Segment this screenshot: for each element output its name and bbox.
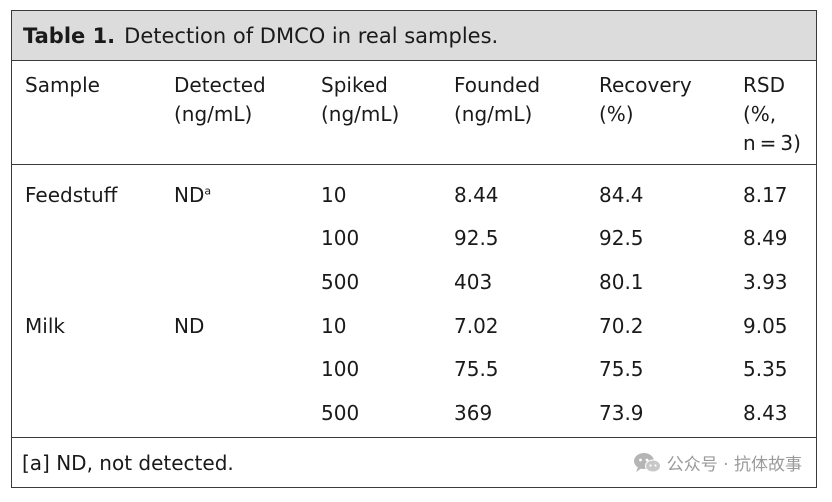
cell-rsd: 5.35 [743,357,788,381]
column-header-sample: Sample [25,73,100,97]
header-divider [12,164,816,165]
cell-rsd: 8.17 [743,183,788,207]
column-header-founded: Founded (ng/mL) [454,73,541,126]
cell-spiked: 500 [321,401,360,425]
column-header-detected: Detected (ng/mL) [174,73,266,126]
footer-divider [12,437,816,438]
cell-founded: 403 [454,270,493,294]
cell-rsd: 9.05 [743,314,788,338]
cell-founded: 369 [454,401,493,425]
column-header-recovery: Recovery (%) [599,73,692,126]
wechat-icon [633,452,661,474]
table-caption-label: Table 1. [23,23,116,48]
footnote-marker: a [204,184,212,198]
cell-rsd: 8.43 [743,401,788,425]
table-footnote: [a] ND, not detected. [22,451,234,475]
cell-founded: 7.02 [454,314,499,338]
cell-sample: Milk [25,314,65,338]
cell-detected: NDa [174,183,212,207]
cell-spiked: 100 [321,226,360,250]
cell-spiked: 10 [321,183,347,207]
cell-founded: 8.44 [454,183,499,207]
cell-spiked: 500 [321,270,360,294]
column-header-spiked: Spiked (ng/mL) [321,73,400,126]
watermark: 公众号 · 抗体故事 [633,450,802,475]
table-caption-text: Detection of DMCO in real samples. [124,23,499,48]
watermark-text: 公众号 · 抗体故事 [666,455,802,475]
cell-recovery: 70.2 [599,314,644,338]
cell-recovery: 84.4 [599,183,644,207]
cell-detected: ND [174,314,205,338]
column-header-rsd: RSD (%, n = 3) [743,73,801,155]
cell-recovery: 92.5 [599,226,644,250]
table-caption: Table 1. Detection of DMCO in real sampl… [12,11,816,61]
cell-rsd: 3.93 [743,270,788,294]
cell-founded: 75.5 [454,357,499,381]
cell-recovery: 73.9 [599,401,644,425]
cell-founded: 92.5 [454,226,499,250]
cell-sample: Feedstuff [25,183,118,207]
cell-recovery: 80.1 [599,270,644,294]
cell-spiked: 10 [321,314,347,338]
cell-recovery: 75.5 [599,357,644,381]
cell-rsd: 8.49 [743,226,788,250]
cell-spiked: 100 [321,357,360,381]
table-frame: Table 1. Detection of DMCO in real sampl… [11,10,817,488]
